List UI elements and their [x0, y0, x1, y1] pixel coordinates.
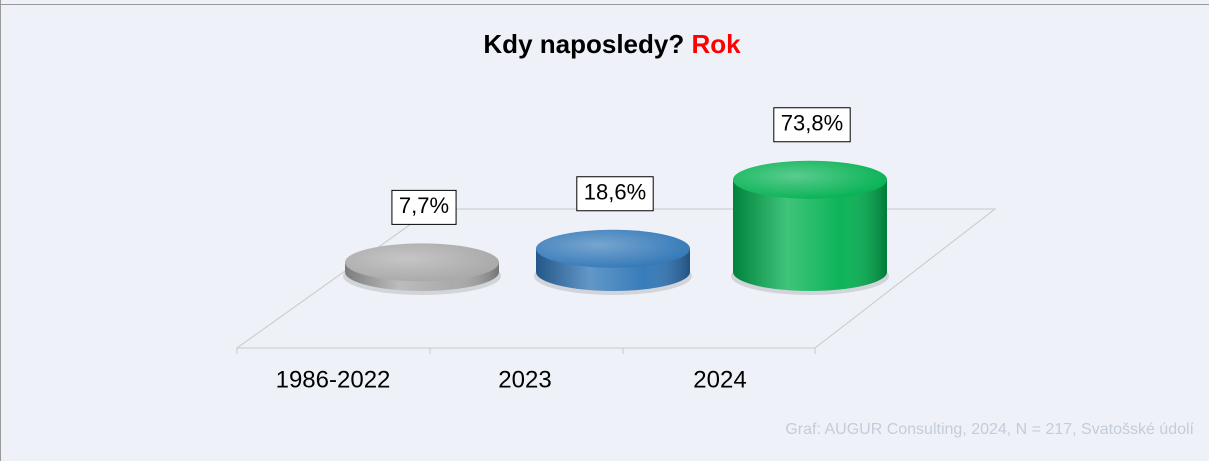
x-tick-label: 1986-2022 — [276, 366, 391, 393]
value-label: 7,7% — [399, 193, 449, 218]
bar-top-shade — [345, 243, 499, 282]
value-label-box — [391, 189, 457, 225]
title-highlight: Rok — [691, 29, 741, 59]
chart-title: Kdy naposledy? Rok — [483, 29, 741, 59]
value-label-box — [773, 107, 851, 143]
value-label-box — [576, 176, 654, 212]
bar-top-shade — [733, 160, 887, 199]
x-tick-label: 2023 — [498, 366, 551, 393]
source-note: Graf: AUGUR Consulting, 2024, N = 217, S… — [785, 421, 1194, 438]
bar-top-shade — [536, 229, 690, 268]
value-label: 18,6% — [584, 180, 646, 205]
bar-shade — [733, 179, 887, 291]
x-tick-label: 2024 — [693, 366, 746, 393]
title-main: Kdy naposledy? — [483, 29, 684, 59]
value-label: 73,8% — [781, 111, 843, 136]
